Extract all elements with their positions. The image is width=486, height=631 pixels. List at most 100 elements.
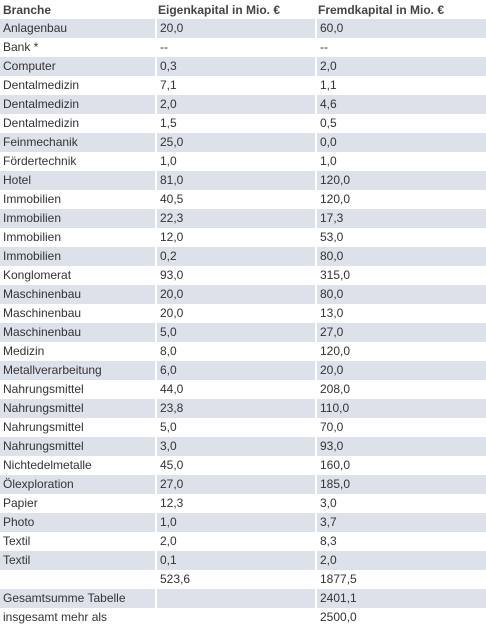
cell-branche: Photo	[0, 513, 155, 532]
cell-eigenkapital: --	[155, 38, 315, 57]
cell-fremdkapital: 13,0	[315, 304, 486, 323]
cell-eigenkapital: 3,0	[155, 437, 315, 456]
cell-fremdkapital: 2,0	[315, 57, 486, 76]
table-row: Ölexploration 27,0 185,0	[0, 475, 486, 494]
table-row: Maschinenbau 20,0 13,0	[0, 304, 486, 323]
cell-fremdkapital: 53,0	[315, 228, 486, 247]
cell-eigenkapital: 0,3	[155, 57, 315, 76]
table-row: Medizin 8,0 120,0	[0, 342, 486, 361]
cell-branche: Nahrungsmittel	[0, 399, 155, 418]
cell-eigenkapital: 27,0	[155, 475, 315, 494]
table-row: Bank * -- --	[0, 38, 486, 57]
table-row: Nichtedelmetalle 45,0 160,0	[0, 456, 486, 475]
cell-eigenkapital: 7,1	[155, 76, 315, 95]
cell-branche: Dentalmedizin	[0, 95, 155, 114]
table-row: Feinmechanik 25,0 0,0	[0, 133, 486, 152]
cell-fremdkapital: 120,0	[315, 342, 486, 361]
header-branche: Branche	[0, 0, 155, 19]
cell-branche: Computer	[0, 57, 155, 76]
cell-eigenkapital: 12,3	[155, 494, 315, 513]
cell-fremdkapital: 0,0	[315, 133, 486, 152]
cell-branche: Fördertechnik	[0, 152, 155, 171]
table-row: Computer 0,3 2,0	[0, 57, 486, 76]
table-row: Dentalmedizin 7,1 1,1	[0, 76, 486, 95]
cell-fremdkapital: 2401,1	[315, 589, 486, 608]
cell-fremdkapital: 120,0	[315, 171, 486, 190]
cell-branche: Nahrungsmittel	[0, 418, 155, 437]
cell-eigenkapital: 1,0	[155, 152, 315, 171]
cell-branche: Immobilien	[0, 209, 155, 228]
cell-branche: Nahrungsmittel	[0, 437, 155, 456]
cell-eigenkapital: 44,0	[155, 380, 315, 399]
sum-row: 523,6 1877,5	[0, 570, 486, 589]
cell-eigenkapital: 2,0	[155, 95, 315, 114]
cell-eigenkapital: 6,0	[155, 361, 315, 380]
table-body: Anlagenbau 20,0 60,0 Bank * -- -- Computer 0,3 2…	[0, 19, 486, 627]
cell-fremdkapital: 8,3	[315, 532, 486, 551]
table-row: Anlagenbau 20,0 60,0	[0, 19, 486, 38]
cell-eigenkapital: 1,5	[155, 114, 315, 133]
cell-eigenkapital: 0,2	[155, 247, 315, 266]
cell-branche: Feinmechanik	[0, 133, 155, 152]
cell-branche: Dentalmedizin	[0, 76, 155, 95]
cell-eigenkapital: 25,0	[155, 133, 315, 152]
table-row: Papier 12,3 3,0	[0, 494, 486, 513]
cell-eigenkapital: 5,0	[155, 323, 315, 342]
header-fremdkapital: Fremdkapital in Mio. €	[315, 0, 486, 19]
cell-eigenkapital: 5,0	[155, 418, 315, 437]
cell-fremdkapital: 80,0	[315, 285, 486, 304]
cell-branche: Immobilien	[0, 190, 155, 209]
cell-branche: Hotel	[0, 171, 155, 190]
cell-fremdkapital: 4,6	[315, 95, 486, 114]
cell-fremdkapital: 3,7	[315, 513, 486, 532]
cell-eigenkapital: 0,1	[155, 551, 315, 570]
table-row: Textil 0,1 2,0	[0, 551, 486, 570]
cell-fremdkapital: 27,0	[315, 323, 486, 342]
cell-fremdkapital: 80,0	[315, 247, 486, 266]
table-row: Immobilien 12,0 53,0	[0, 228, 486, 247]
cell-eigenkapital: 40,5	[155, 190, 315, 209]
cell-branche: Medizin	[0, 342, 155, 361]
cell-fremdkapital: 0,5	[315, 114, 486, 133]
cell-eigenkapital: 20,0	[155, 285, 315, 304]
table-row: Fördertechnik 1,0 1,0	[0, 152, 486, 171]
insgesamt-row: insgesamt mehr als 2500,0	[0, 608, 486, 627]
cell-eigenkapital: 20,0	[155, 19, 315, 38]
cell-fremdkapital: 1,1	[315, 76, 486, 95]
cell-branche: Anlagenbau	[0, 19, 155, 38]
cell-branche: Textil	[0, 532, 155, 551]
table-row: Nahrungsmittel 3,0 93,0	[0, 437, 486, 456]
cell-eigenkapital	[155, 608, 315, 627]
table-row: Dentalmedizin 2,0 4,6	[0, 95, 486, 114]
cell-eigenkapital: 93,0	[155, 266, 315, 285]
table-row: Nahrungsmittel 44,0 208,0	[0, 380, 486, 399]
cell-branche: Konglomerat	[0, 266, 155, 285]
table-row: Immobilien 22,3 17,3	[0, 209, 486, 228]
cell-branche: Immobilien	[0, 228, 155, 247]
cell-fremdkapital: 20,0	[315, 361, 486, 380]
header-eigenkapital: Eigenkapital in Mio. €	[155, 0, 315, 19]
cell-eigenkapital: 1,0	[155, 513, 315, 532]
cell-eigenkapital: 45,0	[155, 456, 315, 475]
gesamtsumme-row: Gesamtsumme Tabelle 2401,1	[0, 589, 486, 608]
table-row: Immobilien 0,2 80,0	[0, 247, 486, 266]
cell-branche: Papier	[0, 494, 155, 513]
cell-branche: Maschinenbau	[0, 323, 155, 342]
cell-fremdkapital: 70,0	[315, 418, 486, 437]
table-row: Textil 2,0 8,3	[0, 532, 486, 551]
cell-fremdkapital: --	[315, 38, 486, 57]
cell-fremdkapital: 160,0	[315, 456, 486, 475]
cell-eigenkapital: 523,6	[155, 570, 315, 589]
cell-fremdkapital: 315,0	[315, 266, 486, 285]
cell-branche: Dentalmedizin	[0, 114, 155, 133]
cell-branche: Maschinenbau	[0, 304, 155, 323]
cell-eigenkapital: 81,0	[155, 171, 315, 190]
cell-fremdkapital: 60,0	[315, 19, 486, 38]
table-row: Konglomerat 93,0 315,0	[0, 266, 486, 285]
cell-branche: Gesamtsumme Tabelle	[0, 589, 155, 608]
cell-eigenkapital: 2,0	[155, 532, 315, 551]
table-row: Maschinenbau 5,0 27,0	[0, 323, 486, 342]
table-row: Hotel 81,0 120,0	[0, 171, 486, 190]
cell-branche	[0, 570, 155, 589]
